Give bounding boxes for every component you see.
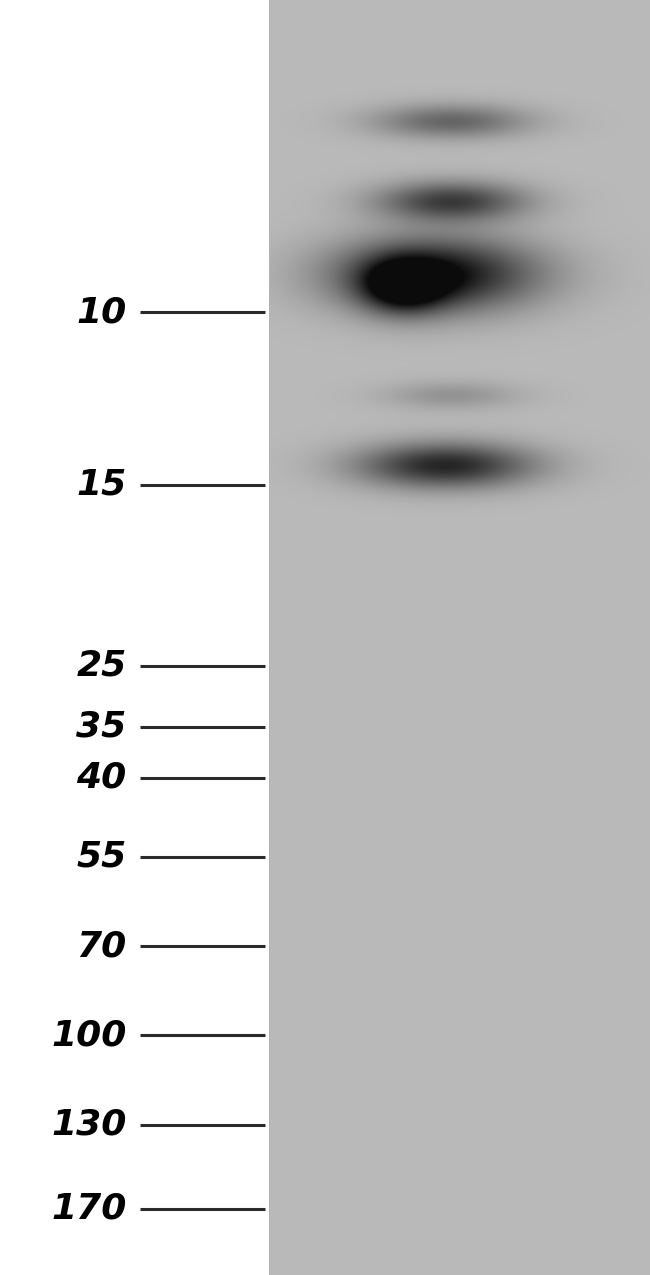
Text: 10: 10 (77, 296, 127, 329)
Text: 70: 70 (77, 929, 127, 963)
Text: 40: 40 (77, 761, 127, 794)
Text: 130: 130 (51, 1108, 127, 1141)
Text: 15: 15 (77, 468, 127, 501)
Text: 35: 35 (77, 710, 127, 743)
Text: 170: 170 (51, 1192, 127, 1225)
Text: 55: 55 (77, 840, 127, 873)
Text: 25: 25 (77, 649, 127, 682)
Text: 100: 100 (51, 1019, 127, 1052)
